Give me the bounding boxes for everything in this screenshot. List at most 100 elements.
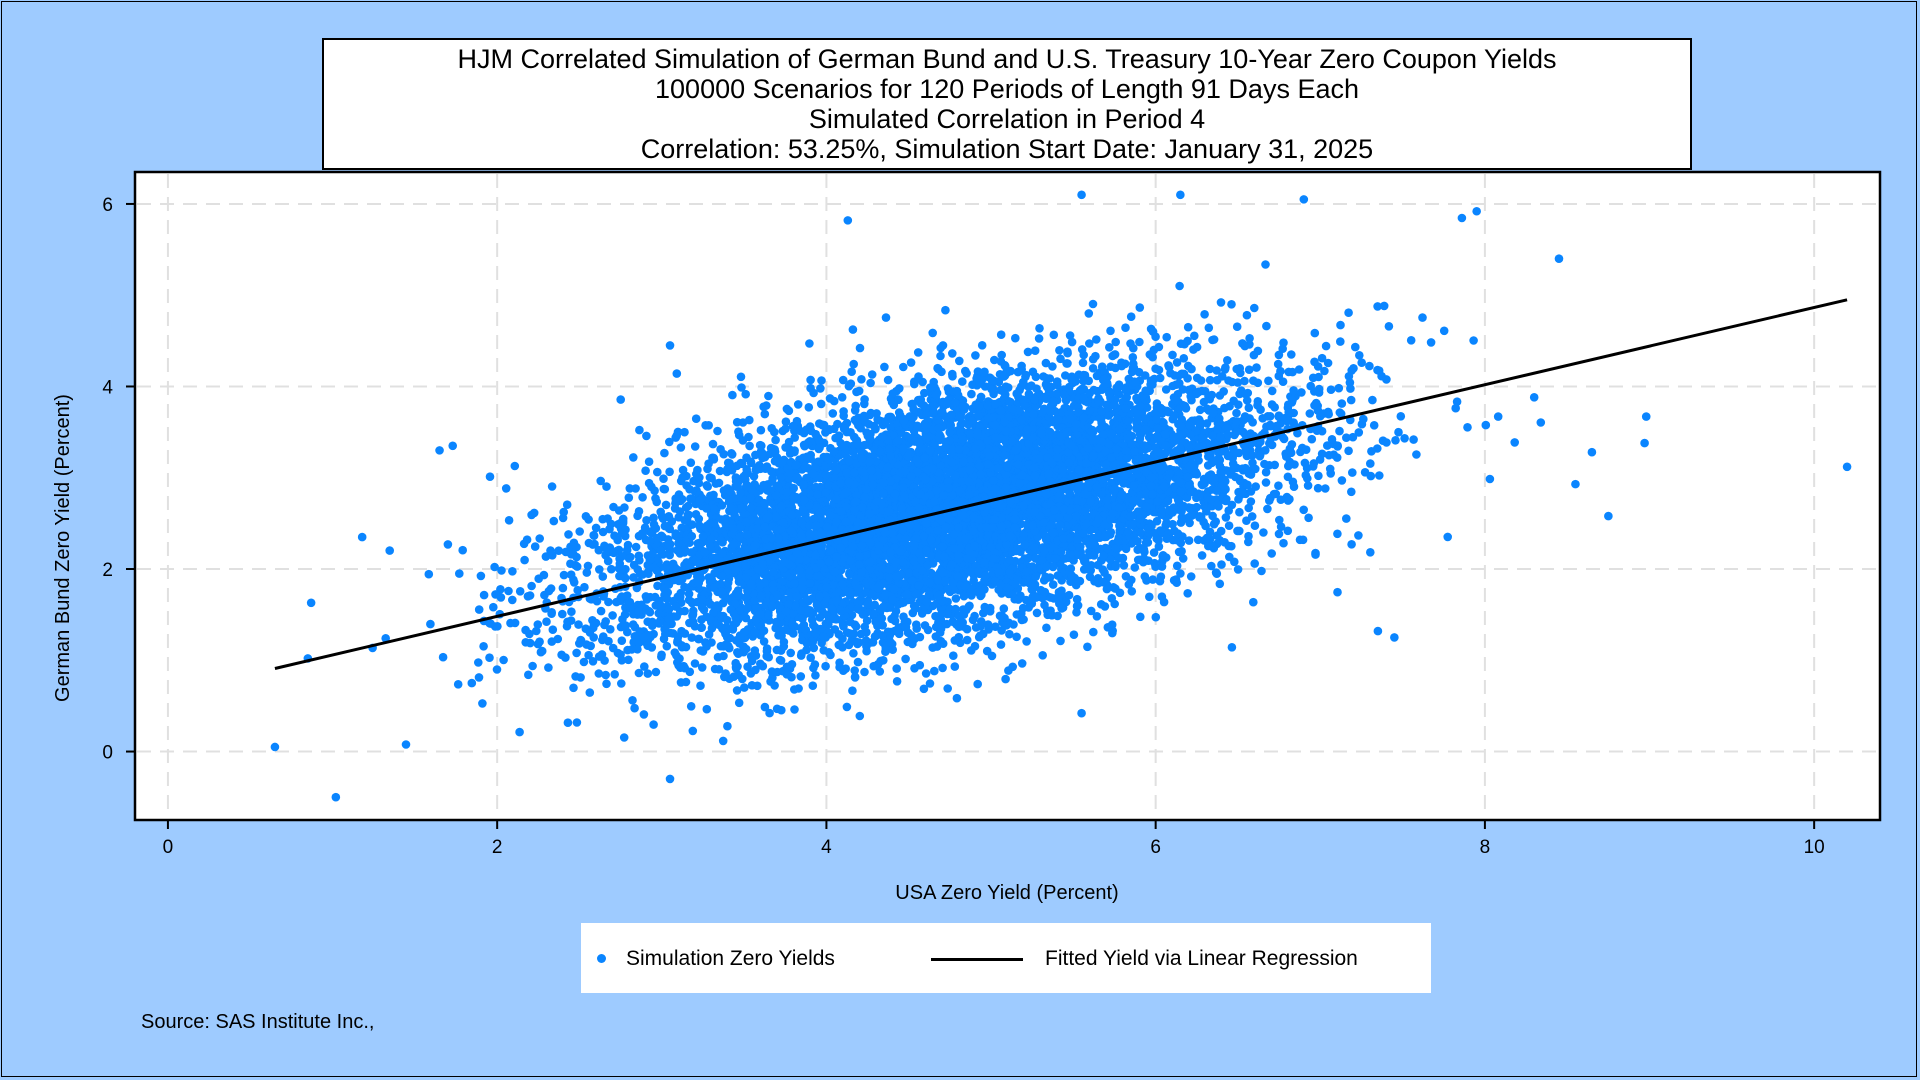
data-point <box>1227 500 1237 510</box>
data-point <box>485 653 494 662</box>
data-point <box>1485 474 1495 484</box>
data-point <box>574 620 583 629</box>
title-line-1: HJM Correlated Simulation of German Bund… <box>457 44 1557 74</box>
data-point <box>1088 299 1098 309</box>
data-point <box>1183 322 1193 332</box>
data-point <box>943 684 952 693</box>
data-point <box>1348 468 1357 477</box>
data-point <box>1288 367 1297 377</box>
data-point <box>1042 623 1051 633</box>
data-point <box>1139 545 1149 554</box>
data-point <box>849 649 858 658</box>
data-point <box>892 677 902 686</box>
data-point <box>564 530 573 539</box>
data-point <box>1382 375 1391 384</box>
data-point <box>1056 354 1065 364</box>
data-point <box>1149 548 1159 557</box>
data-point <box>687 633 697 642</box>
data-point <box>596 476 605 486</box>
data-point <box>899 362 908 372</box>
data-point <box>601 670 610 680</box>
data-point <box>936 351 945 361</box>
data-point <box>736 372 746 382</box>
data-point <box>629 453 638 462</box>
data-point <box>562 500 572 510</box>
data-point <box>1451 403 1460 413</box>
data-point <box>1369 421 1379 430</box>
data-point <box>1211 517 1220 526</box>
data-point <box>558 609 567 619</box>
data-point <box>602 679 611 689</box>
data-point <box>591 523 601 533</box>
title-line-2: 100000 Scenarios for 120 Periods of Leng… <box>655 74 1359 104</box>
data-point <box>1243 480 1252 490</box>
data-point <box>1368 395 1377 405</box>
title-box: HJM Correlated Simulation of German Bund… <box>322 38 1692 170</box>
data-point <box>638 493 647 502</box>
data-point <box>631 484 640 493</box>
data-point <box>653 581 662 591</box>
data-point <box>532 626 541 636</box>
data-point <box>1176 569 1185 578</box>
data-point <box>1145 592 1154 602</box>
data-point <box>878 602 888 612</box>
data-point <box>544 663 553 672</box>
data-point <box>888 645 897 654</box>
data-point <box>1200 310 1209 319</box>
data-point <box>598 527 608 537</box>
data-point <box>1175 281 1184 291</box>
data-point <box>1126 312 1136 322</box>
data-point <box>732 686 742 695</box>
data-point <box>1083 642 1092 652</box>
data-point <box>1360 468 1370 477</box>
data-point <box>955 356 964 366</box>
data-point <box>1151 612 1161 622</box>
data-point <box>1227 300 1236 309</box>
data-point <box>950 662 960 671</box>
data-point <box>492 665 502 674</box>
data-point <box>756 425 766 435</box>
data-point <box>764 391 773 401</box>
data-point <box>990 355 999 365</box>
data-point <box>634 507 644 516</box>
data-point <box>1162 332 1171 342</box>
data-point <box>848 325 858 334</box>
data-point <box>609 502 618 512</box>
data-point <box>617 636 627 645</box>
data-point <box>602 482 611 491</box>
data-point <box>1159 597 1169 607</box>
data-point <box>1224 541 1233 551</box>
data-point <box>559 570 569 580</box>
data-point <box>1158 551 1168 560</box>
data-point <box>1267 386 1277 396</box>
data-point <box>1529 393 1539 402</box>
data-point <box>938 663 947 673</box>
data-point <box>1065 331 1075 340</box>
data-point <box>855 711 865 721</box>
data-point <box>424 569 434 579</box>
data-point <box>880 362 889 372</box>
data-point <box>504 516 514 525</box>
data-point <box>808 681 818 690</box>
data-point <box>1173 529 1183 538</box>
data-point <box>678 473 687 483</box>
data-point <box>1418 313 1427 322</box>
data-point <box>781 443 790 452</box>
data-point <box>1130 563 1140 572</box>
data-point <box>549 516 559 526</box>
data-point <box>952 693 962 703</box>
data-point <box>1157 562 1167 571</box>
data-point <box>563 718 573 727</box>
data-point <box>606 625 615 634</box>
data-point <box>1195 405 1205 415</box>
data-point <box>381 634 391 643</box>
data-point <box>1067 337 1077 347</box>
data-point <box>755 440 765 450</box>
data-point <box>1287 350 1296 359</box>
data-point <box>1365 361 1374 371</box>
data-point <box>1209 335 1219 344</box>
data-point <box>620 503 629 512</box>
data-point <box>1215 579 1225 589</box>
data-point <box>1264 376 1273 386</box>
